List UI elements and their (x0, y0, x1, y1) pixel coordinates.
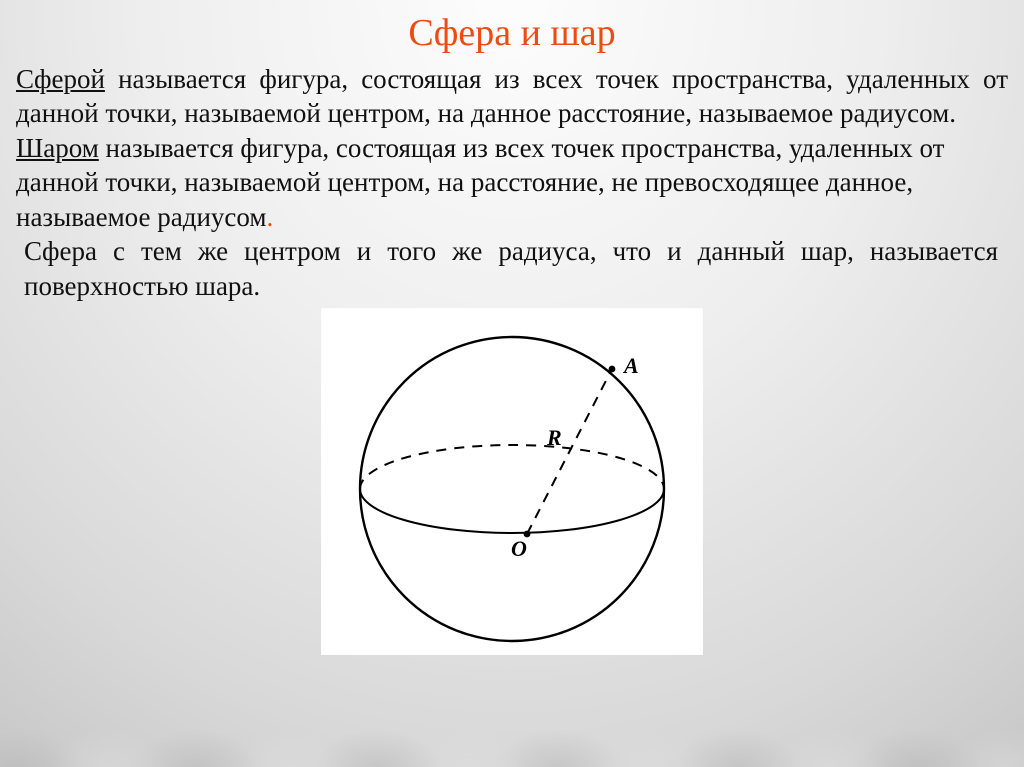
surface-note: Сфера с тем же центром и того же радиуса… (16, 234, 1008, 303)
slide-title: Сфера и шар (16, 12, 1008, 56)
sphere-diagram: O A R (321, 308, 703, 655)
definition-sphere-text: называется фигура, состоящая из всех точ… (16, 64, 1008, 129)
definition-sphere: Сферой называется фигура, состоящая из в… (16, 62, 1008, 131)
figure-container: O A R (16, 308, 1008, 660)
term-sphere: Сферой (16, 64, 105, 94)
definition-ball-text: называется фигура, состоящая из всех точ… (16, 133, 944, 232)
term-ball: Шаром (16, 133, 99, 163)
svg-text:A: A (622, 353, 639, 378)
svg-text:R: R (546, 425, 562, 450)
definition-ball-dot: . (266, 202, 273, 232)
slide: Сфера и шар Сферой называется фигура, со… (0, 0, 1024, 767)
svg-text:O: O (511, 536, 527, 561)
definition-ball: Шаром называется фигура, состоящая из вс… (16, 131, 1008, 235)
